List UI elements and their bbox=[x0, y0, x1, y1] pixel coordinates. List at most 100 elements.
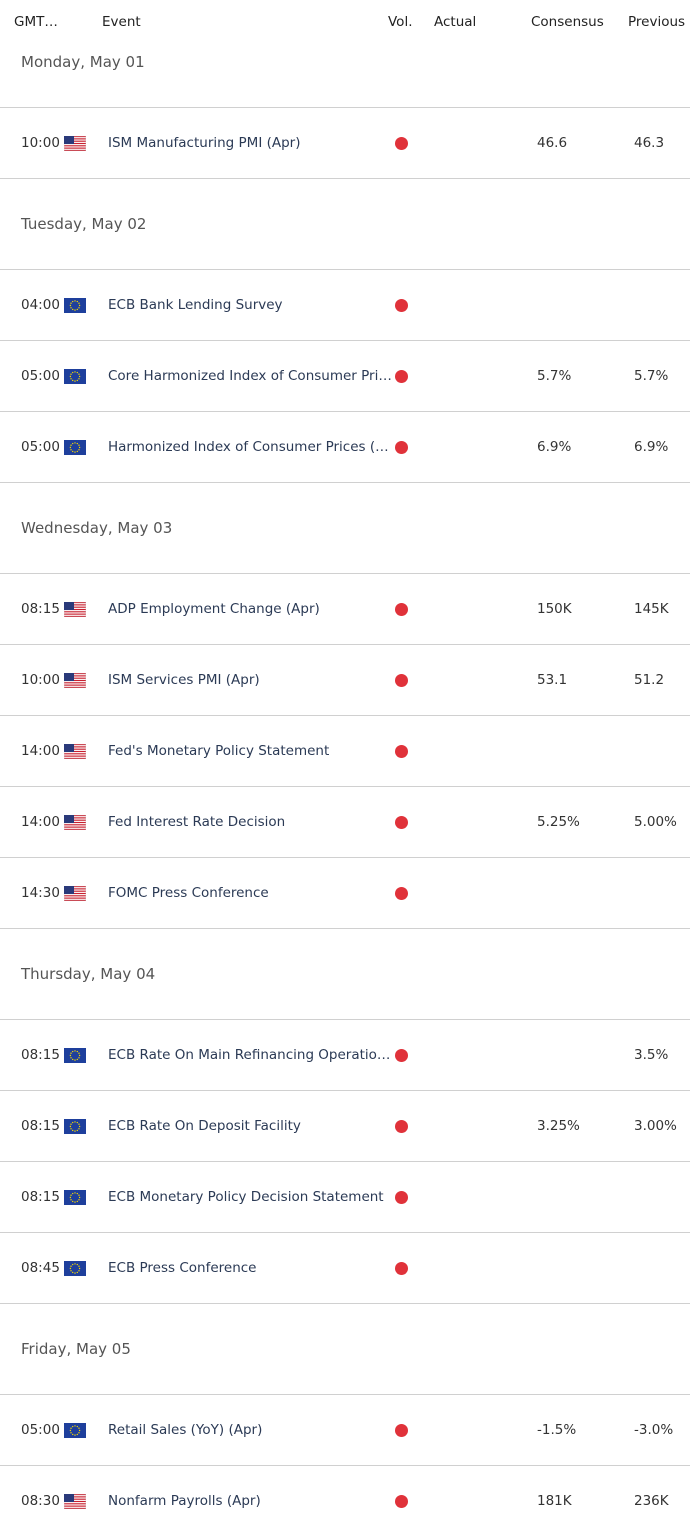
day-row: Friday, May 05 bbox=[0, 1304, 690, 1395]
event-row: 14:00 Fed Interest Rate Decision 5.25% 5.00… bbox=[0, 787, 690, 858]
flag-icon bbox=[63, 743, 87, 760]
event-row: 04:00 ECB Bank Lending Survey bbox=[0, 270, 690, 341]
volatility-dot bbox=[395, 1191, 408, 1204]
flag-icon bbox=[64, 440, 86, 455]
previous: 3.00% bbox=[634, 1118, 677, 1134]
event-time: 08:15 bbox=[21, 1047, 60, 1063]
volatility-dot bbox=[395, 887, 408, 900]
volatility-dot bbox=[395, 137, 408, 150]
flag-icon bbox=[63, 814, 87, 831]
day-label: Monday, May 01 bbox=[21, 53, 145, 71]
event-time: 08:15 bbox=[21, 1118, 60, 1134]
flag-icon bbox=[64, 1190, 86, 1205]
event-row: 05:00 Harmonized Index of Consumer Prices… bbox=[0, 412, 690, 483]
event-time: 10:00 bbox=[21, 135, 60, 151]
event-time: 10:00 bbox=[21, 672, 60, 688]
event-row: 05:00 Retail Sales (YoY) (Apr) -1.5% -3.0% bbox=[0, 1395, 690, 1466]
event-time: 14:00 bbox=[21, 814, 60, 830]
previous: 5.7% bbox=[634, 368, 669, 384]
event-row: 14:30 FOMC Press Conference bbox=[0, 858, 690, 929]
event-row: 08:30 Nonfarm Payrolls (Apr) 181K 236K bbox=[0, 1466, 690, 1516]
column-header: Consensus bbox=[531, 14, 604, 30]
flag-icon bbox=[63, 672, 87, 689]
flag-icon bbox=[64, 298, 86, 313]
event-row: 08:15 ECB Monetary Policy Decision Statem… bbox=[0, 1162, 690, 1233]
volatility-dot bbox=[395, 441, 408, 454]
event-row: 10:00 ISM Services PMI (Apr) 53.1 51.2 bbox=[0, 645, 690, 716]
event-time: 05:00 bbox=[21, 439, 60, 455]
consensus: 53.1 bbox=[537, 672, 568, 688]
volatility-dot bbox=[395, 1049, 408, 1062]
previous: 46.3 bbox=[634, 135, 665, 151]
event-time: 08:45 bbox=[21, 1260, 60, 1276]
event-row: 08:15 ECB Rate On Main Refinancing Operat… bbox=[0, 1020, 690, 1091]
flag-icon bbox=[63, 135, 87, 152]
previous: 6.9% bbox=[634, 439, 669, 455]
event-name: ISM Manufacturing PMI (Apr) bbox=[108, 135, 301, 151]
volatility-dot bbox=[395, 1424, 408, 1437]
volatility-dot bbox=[395, 370, 408, 383]
header: GMT… Event Vol. Actual Consensus Previou… bbox=[0, 0, 690, 30]
previous: -3.0% bbox=[634, 1422, 674, 1438]
volatility-dot bbox=[395, 745, 408, 758]
event-time: 05:00 bbox=[21, 368, 60, 384]
flag-icon bbox=[63, 601, 87, 618]
event-time: 14:00 bbox=[21, 743, 60, 759]
consensus: 150K bbox=[537, 601, 572, 617]
consensus: 5.25% bbox=[537, 814, 580, 830]
event-time: 04:00 bbox=[21, 297, 60, 313]
day-row: Thursday, May 04 bbox=[0, 929, 690, 1020]
day-row: Tuesday, May 02 bbox=[0, 179, 690, 270]
event-time: 08:15 bbox=[21, 1189, 60, 1205]
event-time: 14:30 bbox=[21, 885, 60, 901]
previous: 236K bbox=[634, 1493, 669, 1509]
previous: 5.00% bbox=[634, 814, 677, 830]
volatility-dot bbox=[395, 1495, 408, 1508]
event-time: 08:15 bbox=[21, 601, 60, 617]
event-name: FOMC Press Conference bbox=[108, 885, 269, 901]
event-time: 05:00 bbox=[21, 1422, 60, 1438]
day-row: Wednesday, May 03 bbox=[0, 483, 690, 574]
flag-icon bbox=[64, 369, 86, 384]
previous: 51.2 bbox=[634, 672, 665, 688]
day-label: Thursday, May 04 bbox=[21, 965, 156, 983]
volatility-dot bbox=[395, 1120, 408, 1133]
event-name: Harmonized Index of Consumer Prices (… bbox=[108, 439, 389, 455]
previous: 3.5% bbox=[634, 1047, 669, 1063]
previous: 145K bbox=[634, 601, 669, 617]
day-row: Monday, May 01 bbox=[0, 17, 690, 108]
volatility-dot bbox=[395, 816, 408, 829]
consensus: 181K bbox=[537, 1493, 572, 1509]
consensus: 46.6 bbox=[537, 135, 568, 151]
column-header: Actual bbox=[434, 14, 477, 30]
day-label: Friday, May 05 bbox=[21, 1340, 131, 1358]
column-header: GMT… bbox=[14, 14, 58, 30]
day-label: Tuesday, May 02 bbox=[21, 215, 147, 233]
event-row: 08:15 ADP Employment Change (Apr) 150K 145K bbox=[0, 574, 690, 645]
flag-icon bbox=[63, 885, 87, 902]
event-row: 08:15 ECB Rate On Deposit Facility 3.25% 3.… bbox=[0, 1091, 690, 1162]
event-name: ECB Monetary Policy Decision Statement bbox=[108, 1189, 384, 1205]
volatility-dot bbox=[395, 603, 408, 616]
flag-icon bbox=[64, 1048, 86, 1063]
volatility-dot bbox=[395, 1262, 408, 1275]
event-name: Core Harmonized Index of Consumer Pri… bbox=[108, 368, 392, 384]
event-name: Fed Interest Rate Decision bbox=[108, 814, 286, 830]
event-row: 14:00 Fed's Monetary Policy Statement bbox=[0, 716, 690, 787]
volatility-dot bbox=[395, 299, 408, 312]
volatility-dot bbox=[395, 674, 408, 687]
day-label: Wednesday, May 03 bbox=[21, 519, 173, 537]
flag-icon bbox=[63, 1493, 87, 1510]
event-name: Fed's Monetary Policy Statement bbox=[108, 743, 330, 759]
flag-icon bbox=[64, 1261, 86, 1276]
column-header: Event bbox=[102, 14, 141, 30]
event-row: 05:00 Core Harmonized Index of Consumer P… bbox=[0, 341, 690, 412]
event-name: ECB Bank Lending Survey bbox=[108, 297, 283, 313]
event-name: ECB Rate On Main Refinancing Operatio… bbox=[108, 1047, 391, 1063]
event-row: 10:00 ISM Manufacturing PMI (Apr) 46.6 46.3 bbox=[0, 108, 690, 179]
column-header: Previous bbox=[628, 14, 686, 30]
event-name: Retail Sales (YoY) (Apr) bbox=[108, 1422, 263, 1438]
event-name: ECB Rate On Deposit Facility bbox=[108, 1118, 301, 1134]
event-name: ISM Services PMI (Apr) bbox=[108, 672, 260, 688]
